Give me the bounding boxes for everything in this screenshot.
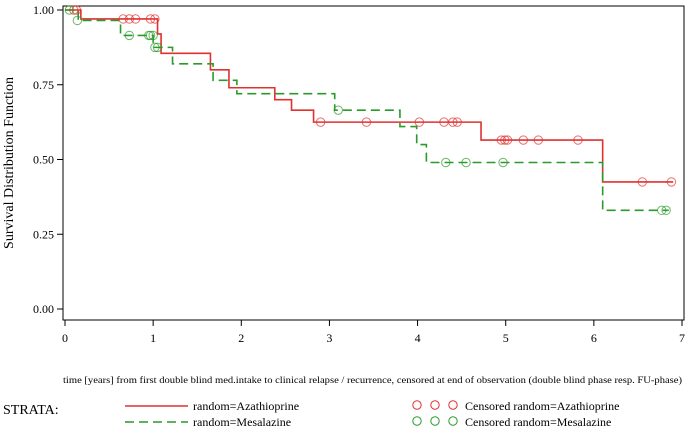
y-tick-label: 0.25 <box>33 227 54 241</box>
censored-marker <box>518 135 529 145</box>
censored-marker <box>452 117 462 127</box>
censored-marker <box>573 135 583 145</box>
censored-marker <box>64 5 75 15</box>
censored-marker <box>150 42 160 53</box>
censored-marker <box>661 205 671 216</box>
censored-marker <box>124 30 135 41</box>
censored-marker <box>533 135 544 145</box>
censored-marker <box>496 135 507 145</box>
censored-marker <box>461 157 471 168</box>
y-tick-label: 0.50 <box>33 153 54 167</box>
censored-marker <box>414 117 425 127</box>
censored-marker <box>145 30 156 41</box>
censored-marker <box>148 30 158 41</box>
legend-censor-marker <box>430 400 440 410</box>
y-tick-label: 1.00 <box>33 3 54 17</box>
censored-marker <box>448 117 458 127</box>
censored-marker <box>69 5 79 15</box>
legend: STRATA: random=Azathioprine Censored rand… <box>3 399 619 429</box>
censored-marker <box>145 14 156 24</box>
x-tick-label: 7 <box>679 331 685 345</box>
x-tick-label: 6 <box>591 331 597 345</box>
censored-marker <box>124 14 135 24</box>
legend-series-label: random=Mesalazine <box>193 415 291 429</box>
censored-marker <box>150 14 160 24</box>
x-tick-label: 3 <box>326 331 332 345</box>
censored-marker <box>118 14 128 24</box>
legend-censor-marker <box>448 400 458 410</box>
x-tick-label: 0 <box>62 331 68 345</box>
x-tick-label: 2 <box>238 331 244 345</box>
x-tick-label: 1 <box>150 331 156 345</box>
censored-marker <box>666 177 677 187</box>
x-axis: 0 1 2 3 4 5 6 7 <box>62 320 685 345</box>
survival-curve-mesalazine <box>65 9 669 212</box>
legend-censor-marker <box>412 400 422 410</box>
censored-marker <box>502 135 513 145</box>
plot-frame <box>62 5 685 321</box>
series-layer <box>65 9 674 212</box>
y-axis-title: Survival Distribution Function <box>2 77 17 249</box>
legend-censor-marker <box>448 416 458 426</box>
legend-title: STRATA: <box>3 403 59 418</box>
x-axis-title: time [years] from first double blind med… <box>63 375 682 386</box>
y-tick-label: 0.75 <box>33 78 54 92</box>
survival-curve-azathioprine <box>65 9 674 183</box>
censored-marker <box>498 157 508 168</box>
censored-marker <box>315 117 326 127</box>
censored-marker <box>361 117 372 127</box>
x-tick-label: 5 <box>503 331 509 345</box>
censored-marker <box>72 15 83 26</box>
legend-censored-label: Censored random=Azathioprine <box>465 399 619 413</box>
censor-layer <box>64 5 677 216</box>
censored-marker <box>333 105 343 115</box>
censored-marker <box>657 205 667 216</box>
censored-marker <box>637 177 648 187</box>
legend-censored-label: Censored random=Mesalazine <box>465 415 611 429</box>
legend-series-label: random=Azathioprine <box>193 399 299 413</box>
censored-marker <box>500 135 510 145</box>
legend-censor-marker <box>412 416 422 426</box>
legend-censor-marker <box>430 416 440 426</box>
censored-marker <box>152 42 163 53</box>
y-axis: 0.00 0.25 0.50 0.75 1.00 <box>33 3 63 316</box>
y-tick-label: 0.00 <box>33 302 54 316</box>
censored-marker <box>130 14 141 24</box>
x-tick-label: 4 <box>415 331 421 345</box>
censored-marker <box>441 157 451 168</box>
censored-marker <box>71 5 82 15</box>
